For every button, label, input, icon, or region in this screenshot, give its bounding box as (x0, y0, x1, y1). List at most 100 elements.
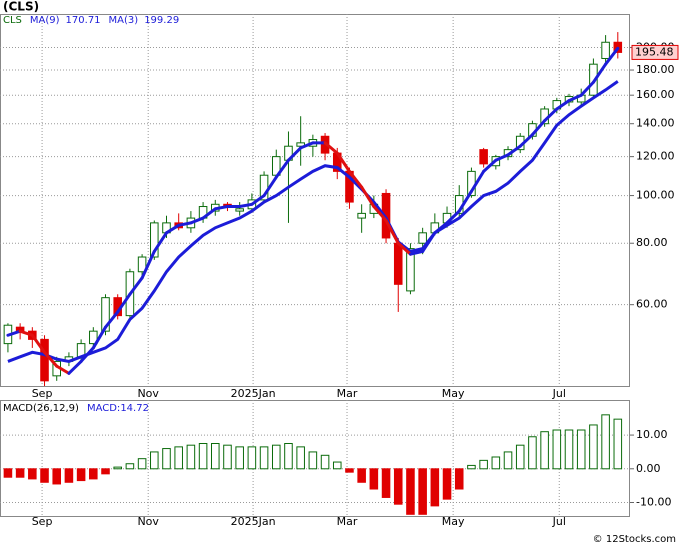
macd-legend: MACD(26,12,9) MACD:14.72 (3, 403, 149, 414)
macd-x-tick-label: 2025Jan (231, 515, 276, 528)
candle-body (89, 330, 98, 345)
ma-segment (360, 185, 376, 209)
macd-bar (503, 451, 513, 470)
macd-bar (3, 468, 13, 478)
macd-bar (406, 468, 415, 515)
ma-segment (250, 194, 266, 206)
ma-segment (347, 169, 364, 189)
candle-body (406, 248, 415, 292)
macd-bar (589, 424, 598, 470)
ma-segment (30, 333, 47, 354)
macd-bar (186, 444, 196, 470)
macd-bar (174, 446, 183, 470)
macd-bar (454, 468, 464, 490)
candle-body (479, 149, 488, 165)
ma-segment (543, 107, 559, 123)
ma-segment (494, 153, 510, 162)
ma-segment (555, 99, 571, 111)
macd-panel-frame (0, 400, 630, 517)
ma-segment (457, 189, 473, 213)
macd-bar (137, 458, 147, 470)
y-tick-label: 120.00 (636, 150, 675, 163)
ma-segment (140, 249, 156, 280)
macd-bar (271, 444, 281, 470)
ma-segment (116, 292, 132, 314)
y-tick-label: 180.00 (636, 63, 675, 76)
macd-bar (308, 451, 318, 470)
y-tick-label: 140.00 (636, 117, 675, 130)
ma-segment (506, 144, 522, 157)
candle-body (137, 256, 147, 273)
macd-bar (15, 468, 25, 478)
legend-ma-value: 170.71 (66, 15, 101, 26)
macd-bar (223, 444, 232, 470)
macd-x-tick-label: Nov (137, 515, 159, 528)
macd-bar (235, 446, 244, 470)
macd-bar (552, 429, 562, 470)
ma-segment (469, 169, 486, 193)
macd-bar (64, 468, 74, 483)
macd-bar (101, 468, 110, 475)
macd-bar (162, 448, 171, 470)
macd-title: MACD(26,12,9) (3, 403, 79, 414)
ma-segment (421, 231, 437, 253)
macd-bar (89, 468, 98, 480)
ma-segment (238, 202, 254, 209)
legend-ma-value: 199.29 (144, 15, 179, 26)
ma-segment (384, 218, 400, 245)
ma-segment (482, 158, 498, 173)
macd-bar (247, 446, 257, 470)
macd-bar (40, 468, 49, 483)
macd-bar (528, 436, 537, 470)
macd-bar (113, 466, 122, 470)
macd-bar (467, 464, 476, 470)
candle-body (393, 242, 403, 285)
macd-bar (369, 468, 379, 490)
macd-y-tick-label: 0.00 (636, 462, 661, 475)
macd-bar (393, 468, 403, 505)
macd-x-tick-label: Sep (32, 515, 53, 528)
ma-segment (299, 141, 315, 150)
candle-body (296, 142, 305, 147)
macd-label: MACD: (87, 403, 120, 414)
macd-bar (479, 459, 488, 470)
ma-segment (274, 158, 290, 179)
ma-segment (408, 249, 425, 256)
ma-segment (445, 209, 461, 225)
ma-segment (518, 133, 534, 148)
ma-segment (128, 276, 144, 296)
macd-bar (357, 468, 366, 483)
macd-bar (259, 446, 269, 470)
ma-segment (591, 62, 608, 84)
legend-ma-name: MA(3) (109, 15, 139, 26)
ma-segment (164, 223, 181, 235)
macd-bar (125, 463, 135, 470)
candle-body (601, 41, 610, 59)
macd-bar (613, 418, 623, 470)
price-panel-frame (0, 14, 630, 387)
x-tick-label: May (442, 387, 465, 400)
macd-bar (284, 443, 293, 470)
candle-body (418, 232, 427, 244)
ma-segment (104, 310, 120, 329)
macd-bar (491, 456, 501, 470)
chart-title: (CLS) (3, 0, 39, 14)
ma-segment (55, 364, 71, 375)
ma-segment (433, 221, 449, 235)
ma-segment (567, 93, 583, 103)
y-tick-label: 160.00 (636, 88, 675, 101)
ma-segment (79, 346, 95, 363)
ma-segment (372, 205, 388, 222)
candle-body (101, 297, 110, 332)
macd-bar (345, 468, 354, 473)
ma-segment (286, 146, 303, 162)
x-tick-label: 2025Jan (231, 387, 276, 400)
macd-bar (52, 468, 61, 485)
y-tick-label: 100.00 (636, 189, 675, 202)
candle-body (357, 212, 366, 219)
macd-bar (564, 429, 574, 470)
macd-value: 14.72 (120, 403, 149, 414)
price-legend: CLS MA(9) 170.71 MA(3) 199.29 (3, 15, 179, 26)
last-price-label: 195.48 (635, 45, 674, 58)
